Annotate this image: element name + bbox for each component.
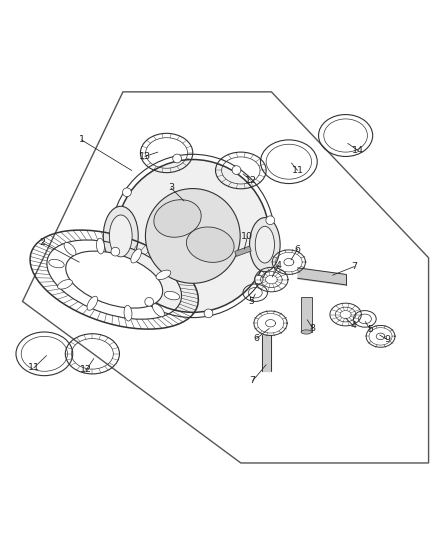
Text: 6: 6 xyxy=(254,334,260,343)
Ellipse shape xyxy=(87,296,98,310)
Text: 12: 12 xyxy=(244,175,256,184)
Ellipse shape xyxy=(250,217,280,272)
Ellipse shape xyxy=(154,200,201,237)
Text: 3: 3 xyxy=(168,183,174,192)
Text: 10: 10 xyxy=(241,232,253,241)
Polygon shape xyxy=(301,297,311,332)
Text: 8: 8 xyxy=(310,324,316,333)
Text: 11: 11 xyxy=(292,166,304,175)
Ellipse shape xyxy=(187,227,234,262)
Ellipse shape xyxy=(96,238,104,254)
Ellipse shape xyxy=(66,251,162,308)
Ellipse shape xyxy=(301,330,311,334)
Ellipse shape xyxy=(49,260,64,268)
Text: 6: 6 xyxy=(295,245,300,254)
Polygon shape xyxy=(235,246,251,256)
Ellipse shape xyxy=(145,189,240,284)
Ellipse shape xyxy=(255,227,275,263)
Ellipse shape xyxy=(110,215,132,257)
Ellipse shape xyxy=(103,206,138,265)
Ellipse shape xyxy=(164,292,180,300)
Text: 5: 5 xyxy=(249,297,255,306)
Text: 2: 2 xyxy=(39,238,45,247)
Ellipse shape xyxy=(124,305,132,321)
Text: 9: 9 xyxy=(384,335,390,344)
Text: 4: 4 xyxy=(276,261,282,270)
Ellipse shape xyxy=(156,270,171,280)
Ellipse shape xyxy=(204,309,213,318)
Ellipse shape xyxy=(64,243,76,255)
Ellipse shape xyxy=(232,166,241,174)
Ellipse shape xyxy=(117,159,269,312)
Text: 5: 5 xyxy=(367,325,373,334)
Text: 12: 12 xyxy=(80,366,92,375)
Ellipse shape xyxy=(266,216,275,224)
Text: 1: 1 xyxy=(78,135,85,144)
Ellipse shape xyxy=(145,297,153,306)
Ellipse shape xyxy=(152,304,164,317)
Text: 7: 7 xyxy=(250,376,256,385)
Ellipse shape xyxy=(254,275,263,284)
Text: 14: 14 xyxy=(352,146,364,155)
Ellipse shape xyxy=(131,249,141,263)
Ellipse shape xyxy=(173,154,181,163)
Text: 4: 4 xyxy=(350,321,357,330)
Ellipse shape xyxy=(58,280,72,289)
Text: 7: 7 xyxy=(351,262,357,271)
Ellipse shape xyxy=(123,188,131,197)
Ellipse shape xyxy=(111,247,120,256)
Text: 11: 11 xyxy=(28,364,40,372)
Text: 13: 13 xyxy=(139,152,151,161)
